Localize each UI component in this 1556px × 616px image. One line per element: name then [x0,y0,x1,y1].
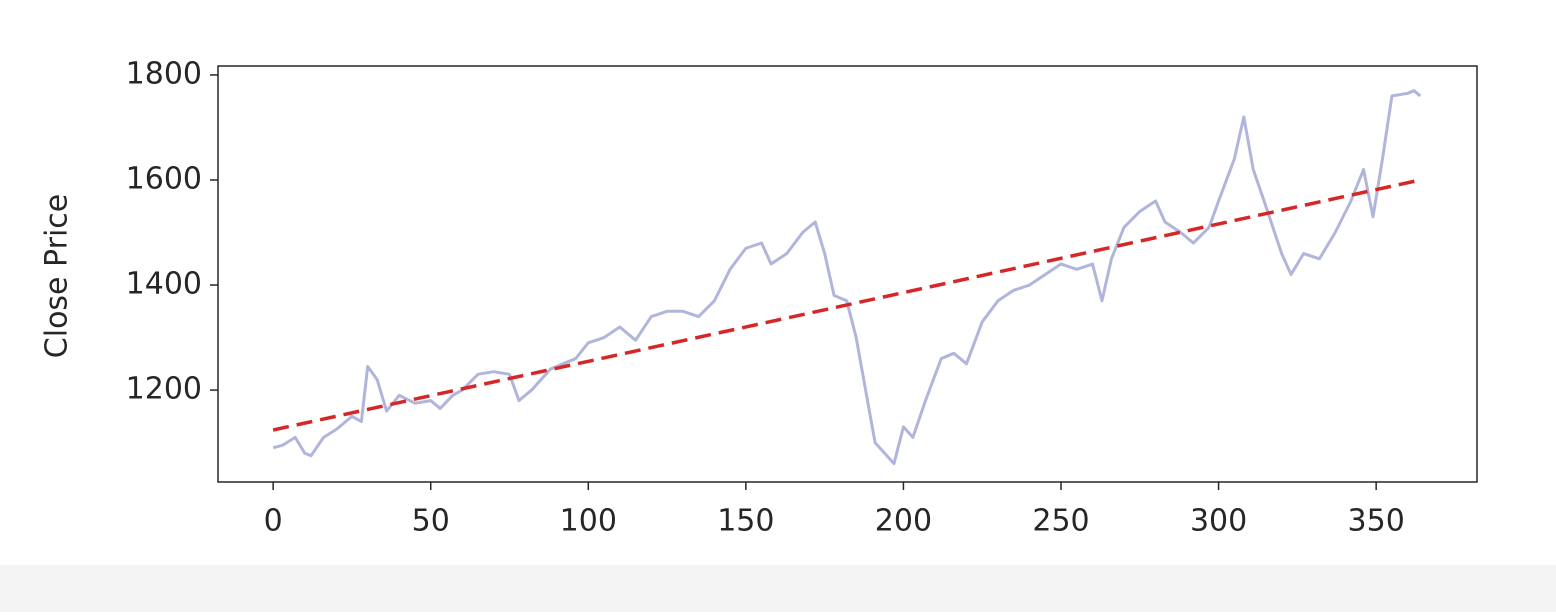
x-tick-label: 300 [1190,504,1247,539]
x-tick-label: 100 [560,504,617,539]
x-tick-label: 150 [717,504,774,539]
y-axis-label: Close Price [40,194,75,358]
y-tick-label: 1200 [126,372,202,407]
footer-strip [0,565,1556,612]
y-tick-label: 1800 [126,56,202,91]
x-tick-label: 0 [264,504,283,539]
y-tick-label: 1400 [126,267,202,302]
data-line [272,89,1422,466]
y-tick-label: 1600 [126,161,202,196]
x-tick-label: 200 [875,504,932,539]
x-tick-label: 350 [1348,504,1405,539]
plot-frame [217,65,1478,483]
x-tick-label: 50 [412,504,450,539]
x-tick-label: 250 [1032,504,1089,539]
data-line [272,178,1421,432]
